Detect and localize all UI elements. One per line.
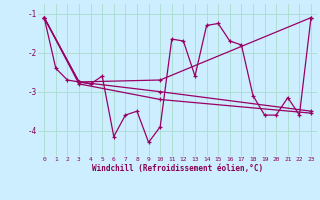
X-axis label: Windchill (Refroidissement éolien,°C): Windchill (Refroidissement éolien,°C) [92, 164, 263, 173]
